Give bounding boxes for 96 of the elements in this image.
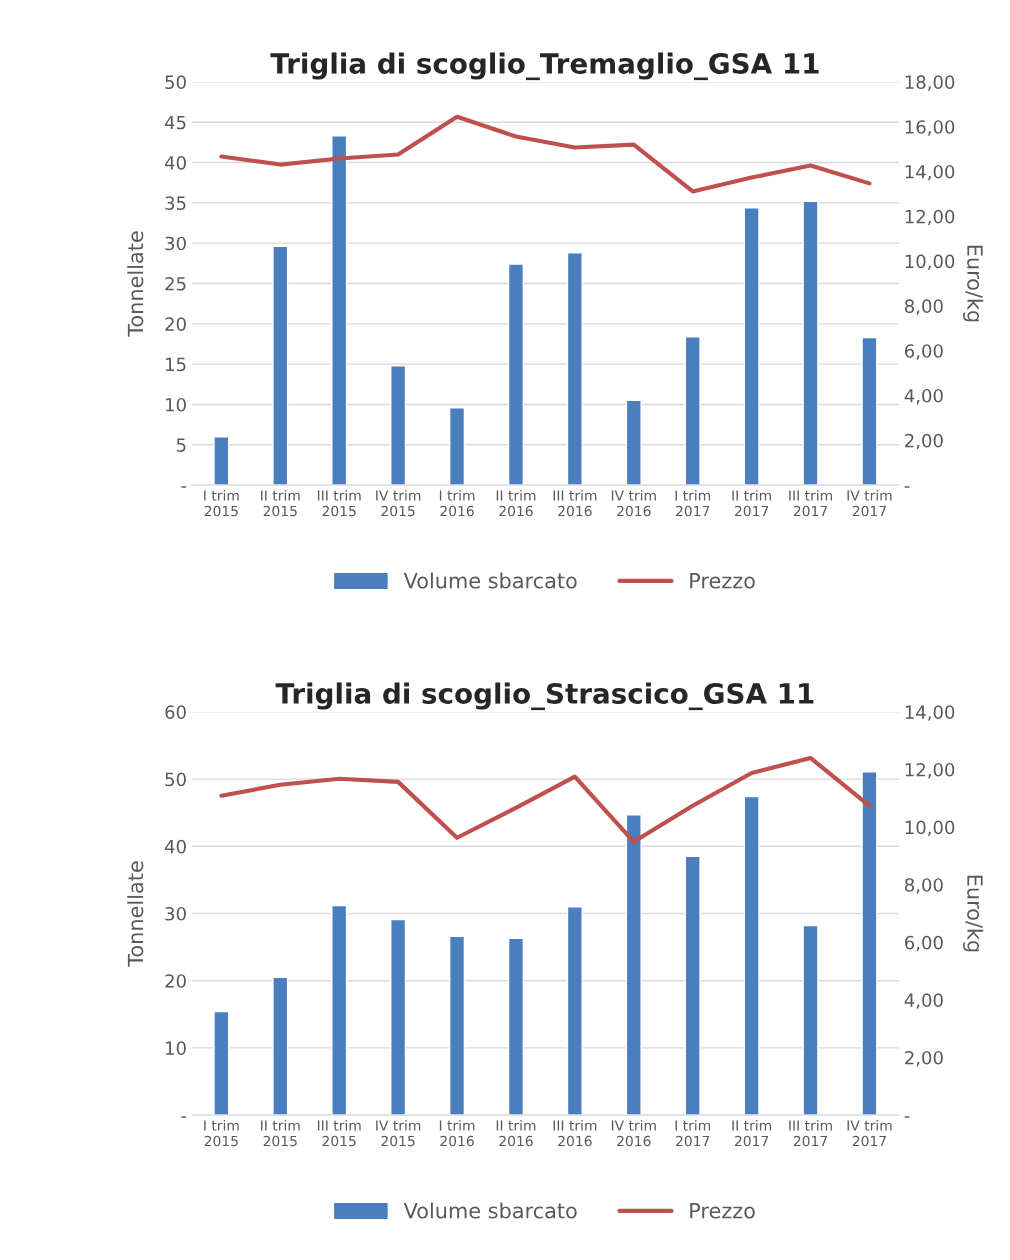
legend-label: Volume sbarcato [403,572,577,589]
legend-label: Volume sbarcato [403,1202,577,1219]
bar [566,252,583,486]
x-tick-label: III trim 2016 [553,489,597,517]
y-tick-label: 25 [165,276,186,291]
x-tick-label: I trim 2016 [439,1119,475,1147]
y2-tick-label: 2,00 [905,433,943,450]
y2-axis-title: Euro/kg [963,245,984,322]
bar [507,937,525,1116]
y2-axis-title: Euro/kg [963,875,984,952]
y-tick-label: 45 [164,115,186,130]
y-tick-label: 30 [165,906,186,921]
y-tick-label: 50 [165,75,186,90]
y-tick-label: 30 [165,236,186,251]
x-tick-label: IV trim 2015 [376,489,421,517]
y-tick-label: 40 [164,839,186,854]
y2-tick-label: - [904,1116,910,1118]
y-tick-label: 15 [166,357,186,372]
legend-label: Prezzo [690,573,755,589]
y2-tick-label: 14,00 [905,164,955,181]
x-tick-label: IV trim 2017 [847,1119,892,1147]
bar [802,200,819,486]
y2-tick-label: 8,00 [904,299,943,315]
y2-tick-label: 16,00 [905,120,955,136]
x-tick-label: II trim 2016 [496,1119,536,1147]
y-tick-label: 20 [165,317,186,331]
bar [213,1010,230,1116]
bar [684,855,701,1116]
chart-title: Triglia di scoglio_Tremaglio_GSA 11 [270,52,819,81]
y-tick-label: - [181,1116,187,1118]
x-tick-label: III trim 2015 [317,489,361,517]
x-tick-label: II trim 2017 [732,489,772,517]
x-tick-label: I trim 2017 [675,489,711,517]
x-tick-label: I trim 2016 [439,489,475,517]
x-tick-label: II trim 2016 [496,489,536,517]
y2-tick-label: 4,00 [904,993,943,1009]
y2-tick-label: 12,00 [905,209,955,226]
y2-tick-label: 12,00 [905,762,955,779]
x-tick-label: IV trim 2015 [376,1119,421,1147]
legend-label: Prezzo [690,1203,755,1219]
x-tick-label: IV trim 2016 [611,489,656,517]
bar [861,336,878,486]
y2-tick-label: 2,00 [905,1050,943,1067]
x-tick-label: III trim 2016 [553,1119,597,1147]
y2-tick-label: - [904,486,910,488]
y-tick-label: - [181,486,187,488]
y-tick-label: 10 [166,1041,186,1056]
x-tick-label: I trim 2015 [204,1119,239,1147]
y2-tick-label: 10,00 [905,820,955,837]
bar [331,135,348,486]
y-tick-label: 40 [164,156,186,170]
bar [448,406,466,486]
y2-tick-label: 8,00 [904,878,943,894]
bar [743,207,760,486]
y-tick-label: 35 [165,196,186,210]
line-series [219,755,872,844]
line-series [219,114,872,194]
y2-tick-label: 6,00 [905,344,943,360]
bar [507,263,525,486]
bar [802,924,819,1116]
bar [331,904,348,1116]
bar [272,976,289,1116]
x-tick-label: II trim 2015 [261,489,300,517]
x-tick-label: IV trim 2017 [847,489,892,517]
y-tick-label: 20 [165,974,186,988]
bar [625,814,642,1116]
x-tick-label: III trim 2017 [789,1119,832,1147]
y-tick-label: 10 [166,397,186,412]
chart-title: Triglia di scoglio_Strascico_GSA 11 [275,682,814,711]
y-axis-title: Tonnellate [127,231,144,337]
x-tick-label: III trim 2015 [317,1119,361,1147]
bar [272,245,289,486]
bar [448,935,466,1116]
y2-tick-label: 14,00 [905,705,955,721]
x-tick-label: III trim 2017 [789,489,832,517]
y2-tick-label: 4,00 [904,388,943,405]
x-tick-label: IV trim 2016 [611,1119,656,1147]
bar [566,906,583,1116]
y-axis-title: Tonnellate [127,861,144,967]
bar [390,365,407,486]
x-tick-label: I trim 2015 [204,489,239,517]
y2-tick-label: 18,00 [905,75,955,91]
bar [213,436,230,486]
y2-tick-label: 6,00 [905,935,943,952]
x-tick-label: I trim 2017 [675,1119,711,1147]
bar [390,918,407,1116]
y2-tick-label: 10,00 [905,254,955,271]
bar [625,399,642,486]
x-tick-label: II trim 2015 [261,1119,300,1147]
x-tick-label: II trim 2017 [732,1119,772,1147]
y-tick-label: 60 [165,705,186,720]
y-tick-label: 5 [176,438,186,452]
bar [684,336,701,486]
y-tick-label: 50 [165,772,186,787]
bar [743,795,760,1116]
bar [861,771,878,1116]
